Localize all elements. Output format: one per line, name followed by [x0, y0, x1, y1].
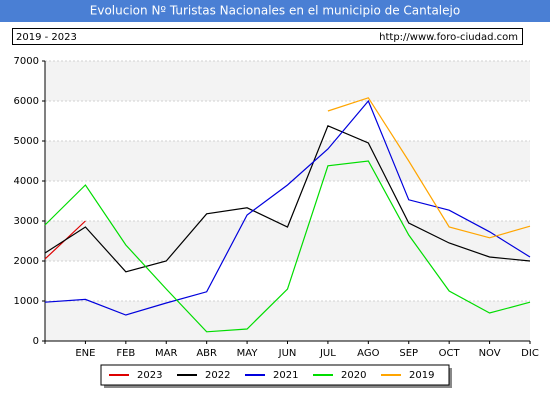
x-tick-label: AGO: [357, 348, 379, 359]
x-tick-label: OCT: [439, 348, 461, 359]
series-line: [44, 125, 531, 273]
plot-band: [45, 61, 530, 101]
title-bar: [0, 0, 550, 22]
legend-label: 2023: [137, 370, 162, 381]
x-tick-label: MAR: [155, 348, 177, 359]
y-tick-label: 2000: [14, 256, 39, 267]
legend-label: 2020: [341, 370, 366, 381]
y-tick-label: 0: [33, 336, 39, 347]
legend-label: 2019: [409, 370, 434, 381]
plot-band: [45, 221, 530, 261]
subtitle: 2019 - 2023: [16, 32, 77, 43]
x-tick-label: FEB: [116, 348, 135, 359]
x-tick-label: JUL: [319, 348, 336, 359]
y-tick-label: 6000: [14, 96, 39, 107]
series-line: [44, 99, 531, 316]
x-tick-label: SEP: [399, 348, 418, 359]
legend-box: [100, 364, 450, 386]
legend-label: 2021: [273, 370, 298, 381]
plot-band: [45, 141, 530, 181]
y-tick-label: 4000: [14, 176, 39, 187]
legend-label: 2022: [205, 370, 230, 381]
x-tick-label: ABR: [196, 348, 217, 359]
x-tick-label: ENE: [75, 348, 95, 359]
source: http://www.foro-ciudad.com: [379, 32, 518, 43]
series-line: [327, 97, 531, 239]
chart-title: Evolucion Nº Turistas Nacionales en el m…: [90, 4, 460, 18]
y-tick-label: 7000: [14, 56, 39, 67]
x-tick-label: MAY: [237, 348, 259, 359]
x-tick-label: NOV: [479, 348, 501, 359]
x-tick-label: DIC: [521, 348, 539, 359]
plot-band: [45, 301, 530, 341]
subtitle-box: [12, 28, 523, 45]
y-tick-label: 1000: [14, 296, 39, 307]
y-tick-label: 5000: [14, 136, 39, 147]
y-tick-label: 3000: [14, 216, 39, 227]
x-tick-label: JUN: [278, 348, 297, 359]
series-line: [44, 160, 531, 333]
